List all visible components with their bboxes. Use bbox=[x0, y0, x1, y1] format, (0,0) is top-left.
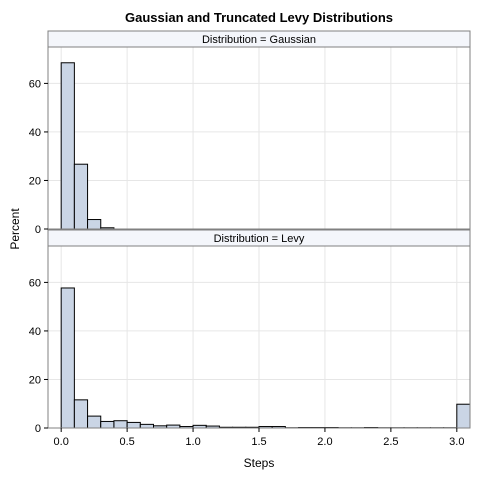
x-tick-label: 1.5 bbox=[251, 436, 266, 448]
y-tick-label: 0 bbox=[35, 224, 41, 236]
x-tick-label: 2.0 bbox=[317, 436, 332, 448]
x-tick-label: 0.5 bbox=[119, 436, 134, 448]
y-tick-label: 40 bbox=[29, 326, 41, 338]
histogram-bar bbox=[113, 420, 128, 429]
histogram-bar bbox=[73, 163, 89, 230]
panel-1: Distribution = Levy 0 20 40 60 bbox=[29, 229, 471, 435]
histogram-bar bbox=[60, 287, 75, 429]
histogram-bar bbox=[60, 62, 75, 230]
histogram-bar bbox=[87, 415, 102, 429]
plot-frame bbox=[47, 46, 471, 230]
chart-title: Gaussian and Truncated Levy Distribution… bbox=[125, 10, 393, 25]
x-tick-label: 2.5 bbox=[383, 436, 398, 448]
panel-header-label: Distribution = Gaussian bbox=[202, 34, 316, 46]
y-tick-label: 20 bbox=[29, 374, 41, 386]
y-tick-label: 20 bbox=[29, 175, 41, 187]
histogram-bar bbox=[126, 421, 141, 429]
histogram-bar bbox=[139, 423, 154, 429]
y-tick-label: 40 bbox=[29, 127, 41, 139]
y-tick-label: 60 bbox=[29, 277, 41, 289]
x-tick-label: 3.0 bbox=[449, 436, 464, 448]
x-axis-label: Steps bbox=[244, 456, 275, 470]
panel-header-label: Distribution = Levy bbox=[214, 233, 305, 245]
x-axis-ticks: 0.0 0.5 1.0 1.5 2.0 2.5 3.0 bbox=[54, 428, 464, 448]
histogram-bar bbox=[456, 403, 471, 429]
histogram-bar bbox=[100, 420, 115, 429]
y-tick-label: 0 bbox=[35, 423, 41, 435]
y-axis-label: Percent bbox=[8, 208, 22, 250]
panels-group: Distribution = Gaussian0204060Distributi… bbox=[29, 30, 471, 435]
y-tick-label: 60 bbox=[29, 78, 41, 90]
histogram-bar bbox=[87, 219, 102, 230]
panel-0: Distribution = Gaussian 0 20 40 60 bbox=[29, 30, 471, 236]
x-tick-label: 0.0 bbox=[54, 436, 69, 448]
x-tick-label: 1.0 bbox=[185, 436, 200, 448]
histogram-bar bbox=[73, 399, 89, 429]
